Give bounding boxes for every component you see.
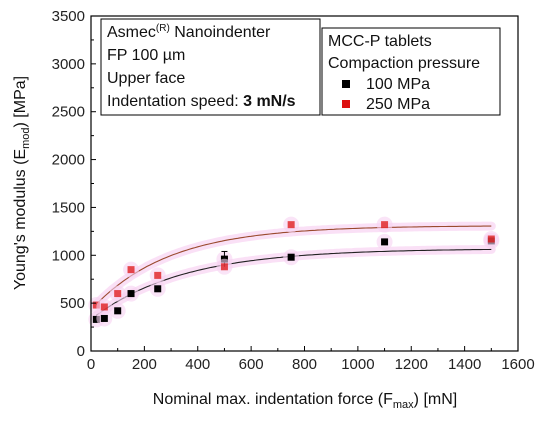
data-point-250-mpa: [287, 221, 295, 229]
legend-label-1: 100 MPa: [366, 76, 430, 93]
legend-title-2: Compaction pressure: [328, 55, 480, 72]
legend-box: [321, 27, 501, 116]
data-point-100-mpa: [381, 238, 389, 246]
data-point-250-mpa: [92, 301, 100, 309]
x-tick-label: 400: [185, 356, 210, 373]
data-point-100-mpa: [287, 253, 295, 261]
y-tick-label: 3000: [52, 56, 85, 73]
data-point-100-mpa: [100, 314, 108, 322]
data-point-250-mpa: [381, 221, 389, 229]
x-tick-label: 1600: [501, 356, 534, 373]
y-tick-label: 2500: [52, 104, 85, 121]
data-point-100-mpa: [114, 307, 122, 315]
x-tick-label: 200: [132, 356, 157, 373]
y-tick-label: 0: [77, 343, 85, 360]
data-point-250-mpa: [100, 303, 108, 311]
data-point-100-mpa: [92, 315, 100, 323]
y-tick-label: 1000: [52, 247, 85, 264]
info-line-3: Upper face: [107, 70, 185, 87]
info-line-4: Indentation speed: 3 mN/s: [107, 93, 296, 110]
y-tick-label: 3500: [52, 8, 85, 25]
legend-title-1: MCC-P tablets: [328, 33, 432, 50]
x-tick-label: 1000: [341, 356, 374, 373]
y-tick-label: 2000: [52, 152, 85, 169]
data-point-250-mpa: [487, 235, 495, 243]
data-point-100-mpa: [154, 285, 162, 293]
legend-label-2: 250 MPa: [366, 96, 430, 113]
x-tick-label: 1200: [395, 356, 428, 373]
info-line-1: Asmec(R) Nanoindenter: [107, 23, 271, 41]
x-tick-label: 800: [292, 356, 317, 373]
x-axis-title: Nominal max. indentation force (Fmax) [m…: [153, 391, 457, 411]
y-axis-title: Young's modulus (Emod) [MPa]: [12, 76, 32, 290]
x-tick-label: 600: [239, 356, 264, 373]
data-point-250-mpa: [220, 263, 228, 271]
data-point-250-mpa: [127, 266, 135, 274]
data-point-100-mpa: [127, 290, 135, 298]
info-line-2: FP 100 µm: [107, 47, 185, 64]
data-point-250-mpa: [114, 290, 122, 298]
info-box: [100, 18, 321, 116]
x-tick-label: 0: [87, 356, 95, 373]
legend-marker-1: [342, 80, 350, 88]
legend-marker-2: [342, 100, 350, 108]
data-point-250-mpa: [154, 271, 162, 279]
x-tick-label: 1400: [448, 356, 481, 373]
y-tick-label: 500: [60, 295, 85, 312]
y-tick-label: 1500: [52, 199, 85, 216]
